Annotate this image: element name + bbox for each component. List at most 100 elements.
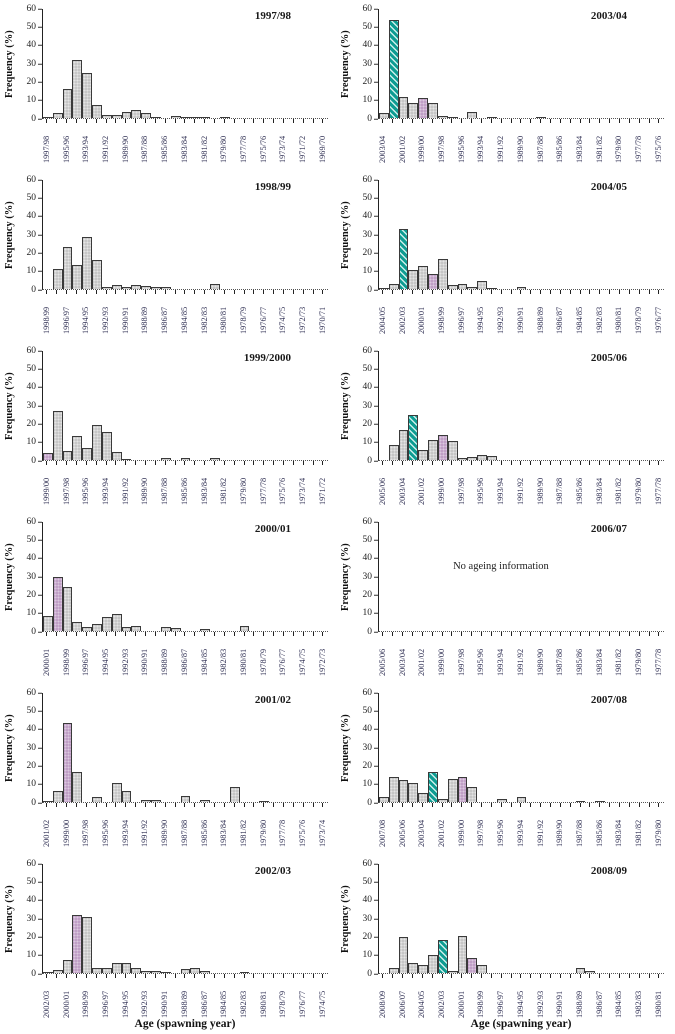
x-tick-label: 1987/88	[160, 477, 170, 505]
x-tick-label: 1990/91	[140, 648, 150, 676]
x-axis-labels: 1999/00 1997/98 1995/96 1993/94 1991/92 1989/…	[42, 461, 328, 505]
x-tick	[288, 290, 298, 334]
bar-slot	[269, 351, 279, 460]
bar	[111, 613, 122, 631]
bar-slot	[654, 864, 664, 973]
bar-slot	[477, 180, 488, 289]
x-tick: 1998/99	[437, 290, 447, 334]
panel-title: 2006/07	[590, 523, 627, 535]
bar	[437, 435, 448, 460]
bar-slot	[566, 351, 576, 460]
bar-slot	[418, 864, 429, 973]
y-tick-label: 30	[26, 571, 42, 582]
x-tick-label: 1998/99	[41, 306, 51, 334]
bar-slot	[595, 864, 605, 973]
x-tick-label: 1985/86	[574, 477, 584, 505]
x-tick-label: 1986/87	[179, 648, 189, 676]
x-tick: 2002/03	[398, 290, 408, 334]
bar-slot	[141, 180, 152, 289]
bar-slot	[507, 180, 517, 289]
x-tick: 1993/94	[121, 803, 131, 847]
bar-slot	[101, 864, 112, 973]
x-tick	[388, 803, 398, 847]
bar	[62, 722, 73, 802]
x-tick	[388, 974, 398, 1018]
bar-slot	[477, 864, 488, 973]
x-tick: 1995/96	[101, 803, 111, 847]
x-tick	[150, 461, 160, 505]
bar-slot	[447, 9, 458, 118]
bar-slot	[625, 180, 635, 289]
x-tick: 1999/00	[417, 119, 427, 163]
x-tick: 1999/00	[457, 803, 467, 847]
bar-slot	[536, 9, 547, 118]
bar-slot	[52, 180, 63, 289]
x-tick	[624, 290, 634, 334]
bar	[43, 615, 53, 631]
x-tick: 1987/88	[555, 461, 565, 505]
x-tick	[408, 974, 418, 1018]
x-tick-label: 1980/81	[219, 306, 229, 334]
bar-slot	[170, 522, 181, 631]
bar	[160, 972, 171, 973]
x-tick-label: 1993/94	[476, 135, 486, 163]
bar-slot	[171, 693, 181, 802]
bar	[428, 274, 438, 289]
bar-slot	[566, 522, 576, 631]
x-tick: 1998/99	[81, 974, 91, 1018]
x-axis-row: 1998/99 1996/97 1994/95 1992/93 1990/91 1988/…	[2, 290, 338, 334]
x-tick	[170, 119, 180, 163]
bar-slot	[546, 522, 556, 631]
x-tick-label: 1981/82	[238, 819, 248, 847]
x-tick: 1981/82	[614, 461, 625, 505]
x-tick-label: 1996/97	[496, 990, 506, 1018]
bar	[516, 796, 527, 802]
y-tick-label: 10	[26, 949, 42, 960]
bar	[447, 779, 458, 802]
x-tick	[288, 119, 298, 163]
x-tick	[644, 119, 654, 163]
x-tick: 1979/80	[654, 803, 664, 847]
x-tick: 1992/93	[140, 974, 151, 1018]
bar-slot	[92, 180, 102, 289]
x-axis-title: Age (spawning year)	[470, 1018, 572, 1030]
y-tick-label: 50	[362, 705, 378, 716]
bar-slot	[101, 351, 112, 460]
bar-slot	[536, 180, 546, 289]
x-tick-label: 2000/01	[41, 648, 51, 676]
x-tick-label: 1997/98	[41, 135, 51, 163]
x-tick-label: 1998/99	[61, 648, 71, 676]
y-tick-label: 0	[31, 113, 42, 124]
y-axis-label: Frequency (%)	[4, 885, 15, 953]
x-tick-label: 2003/04	[417, 819, 427, 847]
bar	[101, 115, 112, 118]
x-tick: 1991/92	[516, 632, 526, 676]
x-tick: 1987/88	[140, 119, 151, 163]
bar-slot	[388, 693, 399, 802]
bar-slot	[82, 864, 93, 973]
x-axis-labels: 2001/02 1999/00 1997/98 1995/96 1993/94 1991/…	[42, 803, 328, 847]
bar	[437, 259, 448, 289]
bar-slot	[171, 351, 181, 460]
bar-slot	[52, 522, 63, 631]
bar-slot	[111, 351, 122, 460]
x-tick: 1999/00	[437, 461, 447, 505]
plot-row: Frequency (%) 0 10 20 30 40 50 60 1997/98	[2, 4, 338, 123]
x-tick	[111, 290, 121, 334]
plot-area: 2005/06	[378, 351, 664, 461]
x-tick-label: 1988/89	[535, 306, 545, 334]
x-tick	[585, 632, 595, 676]
bar-slot	[249, 351, 259, 460]
x-tick-label: 1985/86	[555, 135, 565, 163]
x-tick	[585, 461, 595, 505]
x-tick: 1977/78	[278, 803, 289, 847]
x-tick	[605, 119, 615, 163]
x-tick-label: 2003/04	[377, 135, 387, 163]
x-tick	[190, 119, 200, 163]
bar	[52, 970, 63, 973]
x-tick	[150, 974, 160, 1018]
x-tick: 1985/86	[575, 461, 585, 505]
plot-area: 1999/2000	[42, 351, 328, 461]
y-tick-label: 20	[26, 76, 42, 87]
x-tick-label: 2001/02	[417, 648, 427, 676]
